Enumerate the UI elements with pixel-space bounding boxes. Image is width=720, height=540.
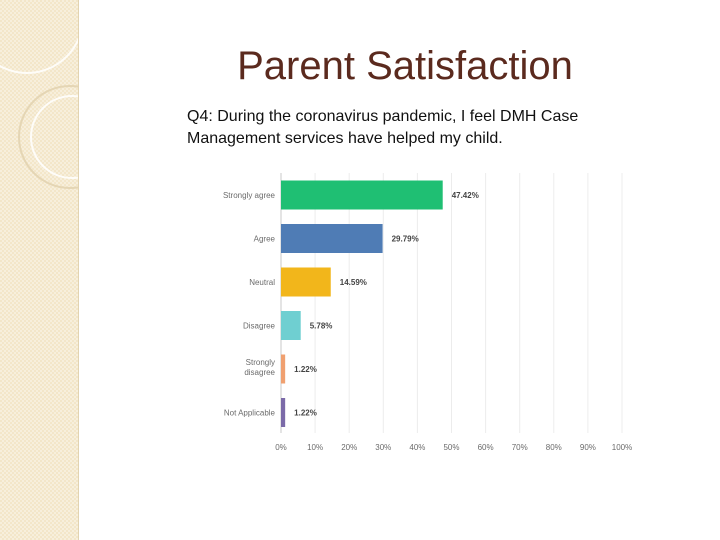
bar-strongly-disagree [281, 354, 286, 384]
category-label: Disagree [243, 322, 276, 331]
value-label: 5.78% [310, 322, 333, 331]
x-tick-label: 0% [275, 443, 287, 452]
bar-agree [281, 224, 383, 253]
x-tick-label: 30% [375, 443, 391, 452]
slide-title: Parent Satisfaction [237, 44, 573, 88]
x-tick-label: 90% [580, 443, 596, 452]
x-tick-label: 100% [612, 443, 632, 452]
x-tick-label: 60% [478, 443, 494, 452]
bar-strongly-agree [281, 180, 443, 210]
value-label: 29.79% [392, 235, 419, 244]
x-tick-label: 50% [443, 443, 459, 452]
x-tick-label: 70% [512, 443, 528, 452]
category-label: Strongly agree [223, 191, 276, 200]
x-tick-label: 10% [307, 443, 323, 452]
bar-not-applicable [281, 398, 286, 427]
value-label: 1.22% [294, 409, 317, 418]
survey-question: Q4: During the coronavirus pandemic, I f… [187, 108, 579, 147]
value-label: 14.59% [340, 278, 367, 287]
category-label: Neutral [249, 278, 275, 287]
decorative-side-panel [0, 0, 79, 540]
bar-neutral [281, 267, 331, 297]
bar-disagree [281, 311, 301, 340]
x-tick-label: 80% [546, 443, 562, 452]
x-tick-label: 20% [341, 443, 357, 452]
category-label: Strongly disagree [244, 358, 275, 377]
x-tick-label: 40% [409, 443, 425, 452]
category-label: Agree [254, 235, 276, 244]
value-label: 1.22% [294, 365, 317, 374]
value-label: 47.42% [452, 191, 479, 200]
category-label: Not Applicable [224, 409, 276, 418]
